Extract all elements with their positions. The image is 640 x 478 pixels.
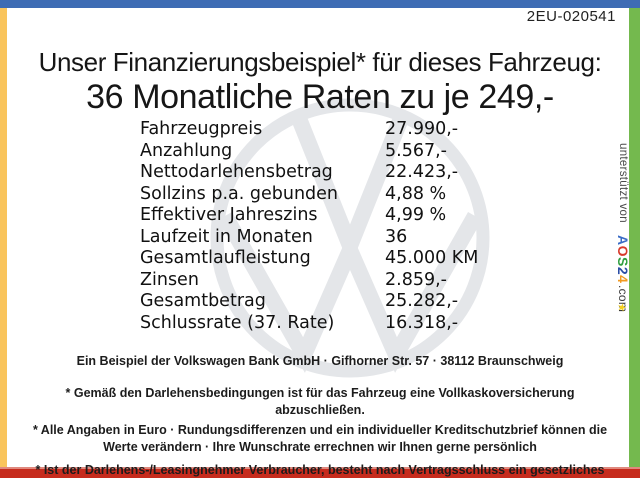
table-row: Gesamtlaufleistung 45.000 KM [140, 248, 620, 270]
row-value: 5.567,- [385, 140, 447, 161]
disclaimer-rounding: * Alle Angaben in Euro · Rundungsdiffere… [32, 423, 608, 454]
row-label: Effektiver Jahreszins [140, 205, 318, 225]
document-id: 2EU-020541 [526, 8, 616, 25]
brand-domain-suffix: .com [616, 285, 630, 313]
table-row: Zinsen 2.859,- [140, 270, 620, 292]
table-row: Fahrzeugpreis 27.990,- [140, 119, 620, 141]
aos24-logo: AOS24 [615, 235, 631, 283]
row-value: 2.859,- [385, 269, 447, 290]
brand-letter: 2 [615, 266, 631, 276]
supported-by-credit: unterstützt vonAOS24.com [615, 143, 631, 313]
row-label: Sollzins p.a. gebunden [140, 183, 339, 204]
table-row: Schlussrate (37. Rate) 16.318,- [140, 313, 620, 335]
table-row: Nettodarlehensbetrag 22.423,- [140, 162, 620, 184]
table-row: Anzahlung 5.567,- [140, 141, 620, 163]
brand-star-icon: ★ [615, 300, 629, 316]
brand-letter: S [615, 256, 631, 267]
disclaimer-block: * Gemäß den Darlehensbedingungen ist für… [28, 385, 612, 478]
row-value: 4,99 % [385, 205, 447, 225]
row-value: 36 [385, 226, 408, 247]
row-value: 16.318,- [385, 312, 459, 333]
row-label: Laufzeit in Monaten [140, 226, 313, 247]
brand-letter: 4 [615, 275, 631, 284]
row-value: 22.423,- [385, 162, 459, 182]
vw-logo-watermark-icon [200, 88, 500, 388]
frame-right-bar [629, 8, 640, 469]
row-label: Fahrzeugpreis [140, 119, 263, 139]
row-label: Gesamtbetrag [140, 291, 266, 311]
table-row: Laufzeit in Monaten 36 [140, 227, 620, 249]
row-label: Zinsen [140, 269, 199, 290]
frame-bottom-bar [0, 467, 640, 478]
row-label: Schlussrate (37. Rate) [140, 312, 335, 333]
row-value: 45.000 KM [385, 248, 479, 268]
disclaimer-insurance: * Gemäß den Darlehensbedingungen ist für… [65, 386, 575, 417]
table-row: Sollzins p.a. gebunden 4,88 % [140, 184, 620, 206]
row-label: Nettodarlehensbetrag [140, 162, 333, 182]
disclaimer-withdrawal: * Ist der Darlehens-/Leasingnehmer Verbr… [35, 463, 605, 477]
monthly-rate-headline: 36 Monatliche Raten zu je 249,- [86, 78, 554, 116]
table-row: Gesamtbetrag 25.282,- [140, 291, 620, 313]
table-row: Effektiver Jahreszins 4,99 % [140, 205, 620, 227]
row-label: Anzahlung [140, 140, 233, 161]
brand-letter: O [615, 245, 631, 257]
row-value: 4,88 % [385, 183, 447, 204]
row-value: 25.282,- [385, 291, 459, 311]
bank-address-line: Ein Beispiel der Volkswagen Bank GmbH · … [76, 354, 564, 368]
finance-table: Fahrzeugpreis 27.990,- Anzahlung 5.567,- N… [140, 119, 620, 334]
supported-by-label: unterstützt von [617, 143, 629, 223]
brand-letter: A [615, 234, 631, 246]
frame-top-bar [0, 0, 640, 8]
frame-left-bar [0, 8, 7, 469]
page-title: Unser Finanzierungsbeispiel* für dieses … [38, 47, 602, 77]
row-value: 27.990,- [385, 119, 459, 139]
row-label: Gesamtlaufleistung [140, 248, 311, 268]
